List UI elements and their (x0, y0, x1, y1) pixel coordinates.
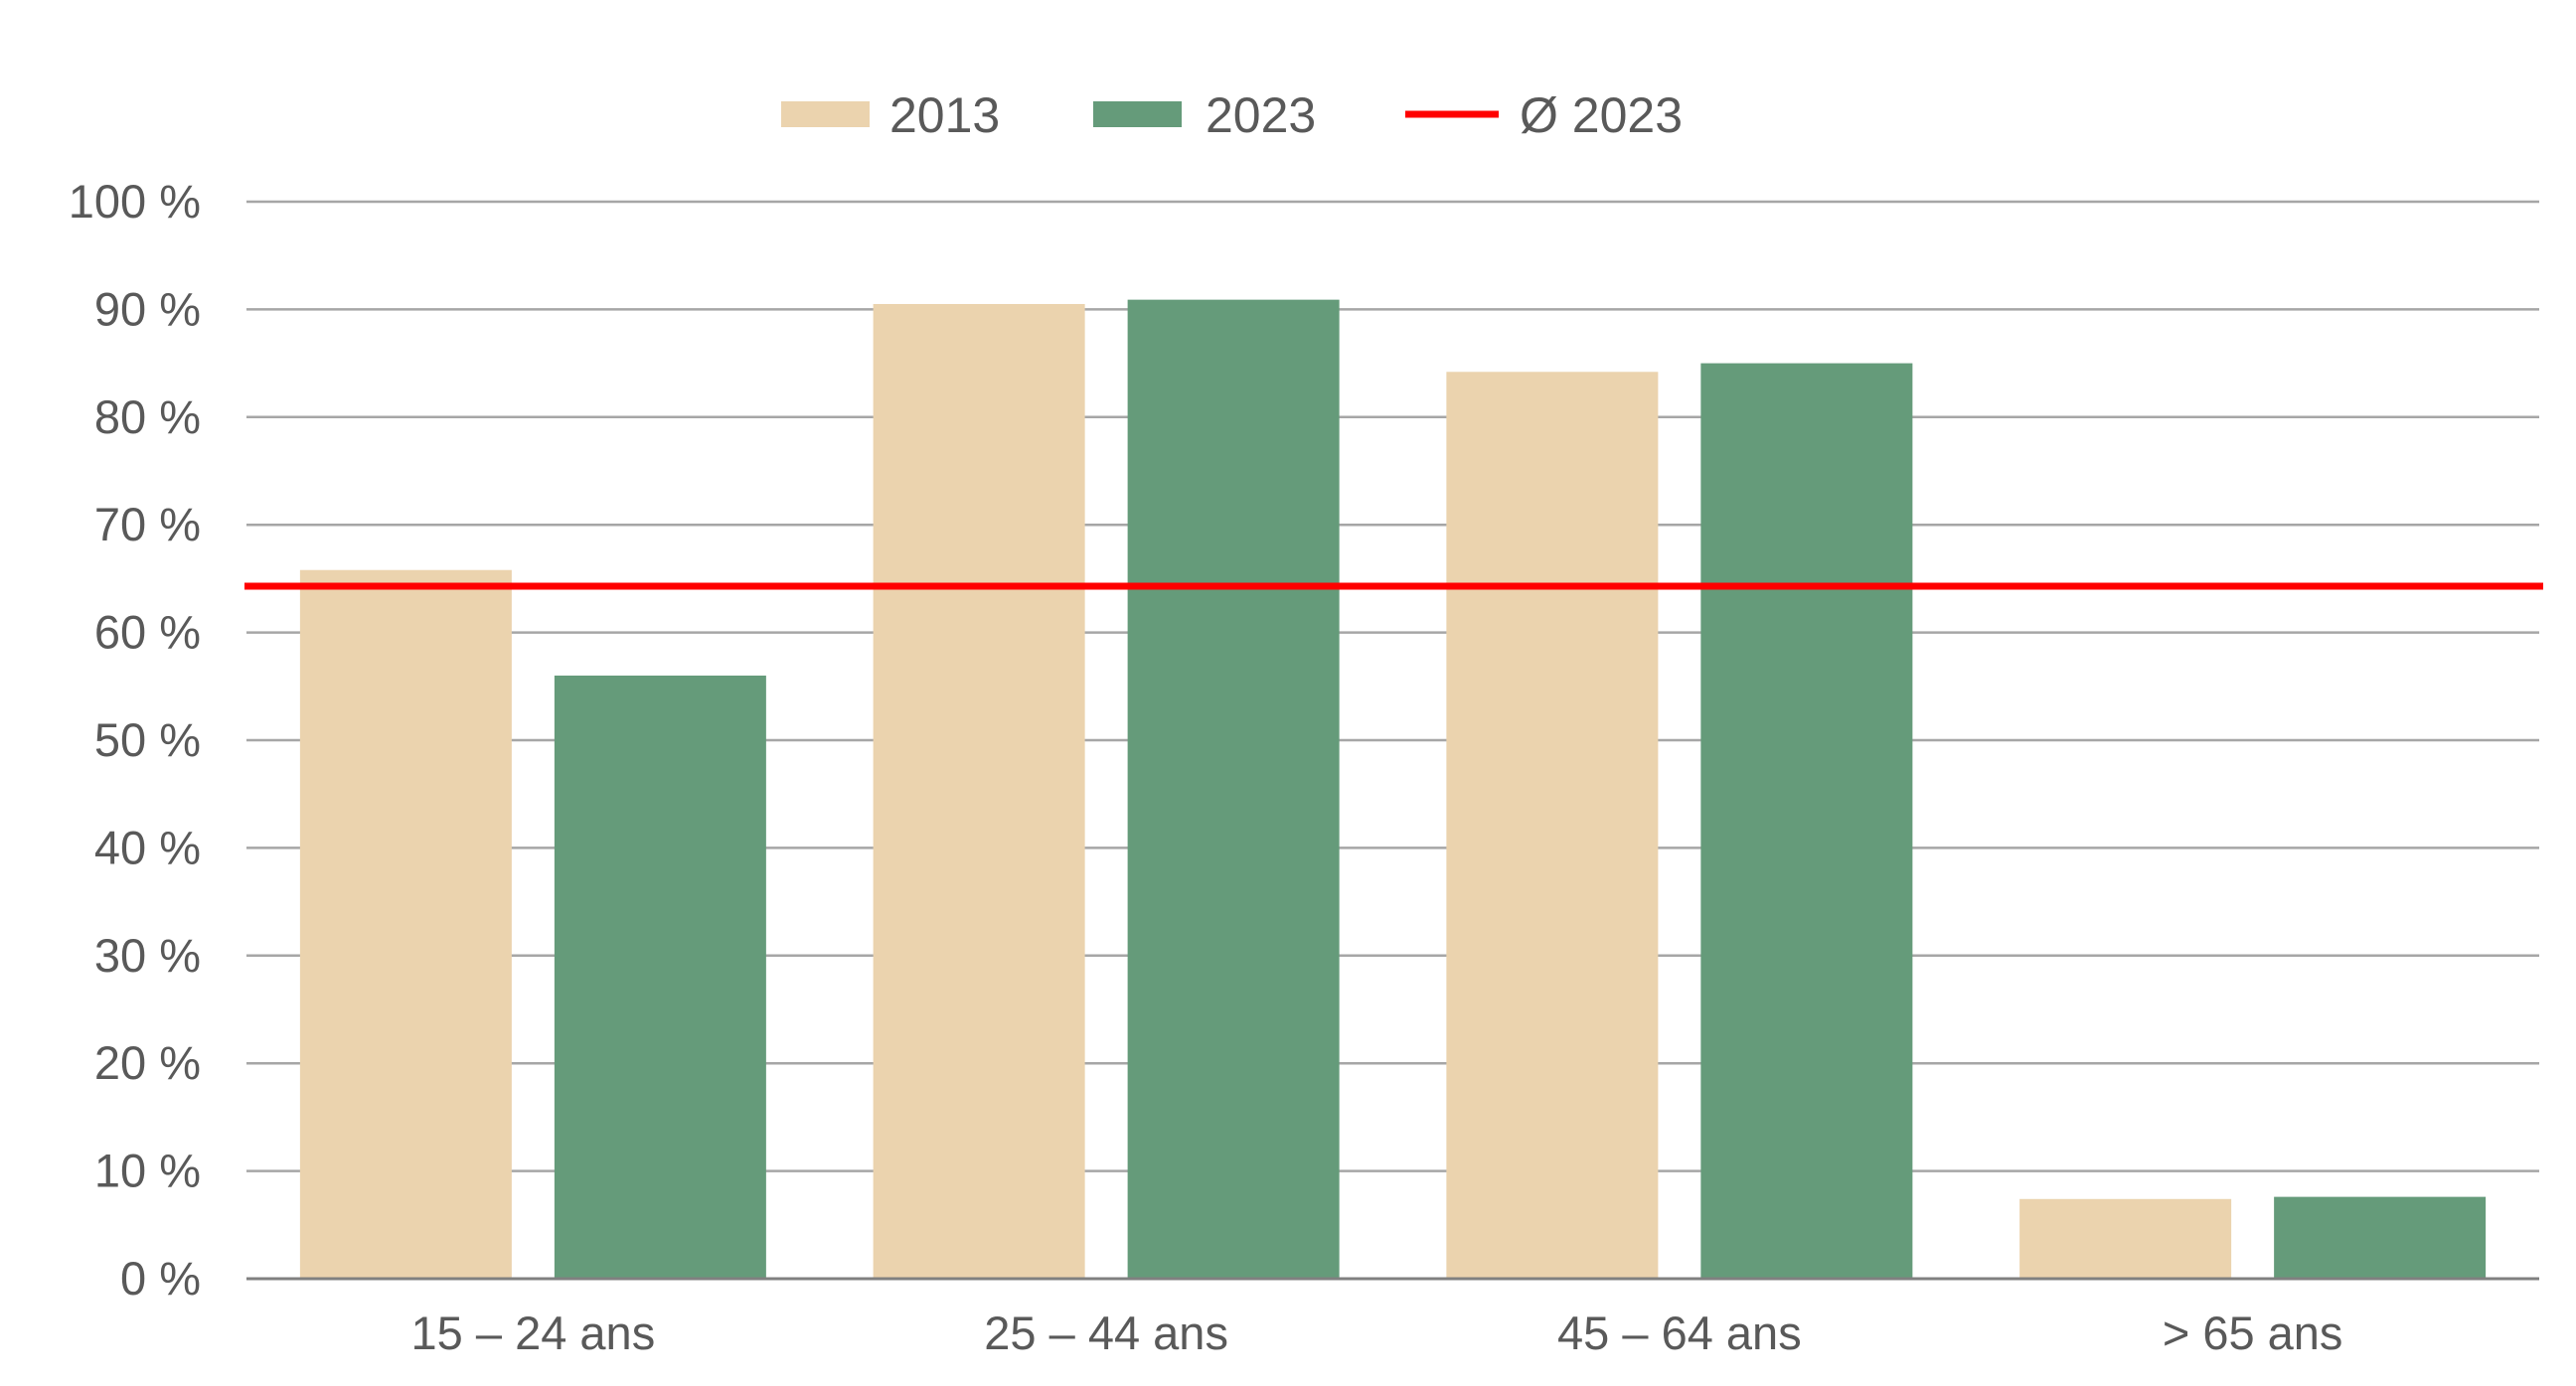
x-category-label: 25 – 44 ans (984, 1307, 1228, 1359)
bar (873, 303, 1085, 1280)
y-axis-ticks: 0 % 10 % 20 % 30 % 40 % 50 % 60 % 70 % 80 % 90 % 1… (69, 175, 201, 1305)
legend: 2013 2023 Ø 2023 (781, 87, 1683, 143)
x-category-label: 45 – 64 ans (1557, 1307, 1802, 1359)
y-tick-label: 50 % (94, 713, 201, 766)
bar (554, 675, 766, 1279)
legend-label: 2013 (889, 87, 1000, 143)
x-axis-categories: 15 – 24 ans 25 – 44 ans 45 – 64 ans > 65 an… (411, 1307, 2343, 1359)
y-tick-label: 70 % (94, 498, 201, 550)
bar (2019, 1198, 2232, 1279)
y-tick-label: 10 % (94, 1145, 201, 1197)
y-tick-label: 40 % (94, 821, 201, 873)
bars (299, 299, 2487, 1280)
bar (1446, 372, 1659, 1280)
legend-label: 2023 (1206, 87, 1316, 143)
y-tick-label: 30 % (94, 929, 201, 982)
y-tick-label: 100 % (69, 175, 201, 228)
bar (1127, 299, 1340, 1279)
bar (2274, 1196, 2487, 1279)
y-tick-label: 0 % (120, 1252, 201, 1305)
bar (299, 569, 512, 1279)
x-category-label: > 65 ans (2163, 1307, 2343, 1359)
y-tick-label: 90 % (94, 282, 201, 335)
legend-swatch (1093, 101, 1182, 127)
bar (1700, 363, 1913, 1280)
legend-label: Ø 2023 (1520, 87, 1683, 143)
y-tick-label: 80 % (94, 390, 201, 443)
y-tick-label: 20 % (94, 1036, 201, 1089)
x-category-label: 15 – 24 ans (411, 1307, 656, 1359)
y-tick-label: 60 % (94, 606, 201, 659)
legend-swatch (781, 101, 870, 127)
